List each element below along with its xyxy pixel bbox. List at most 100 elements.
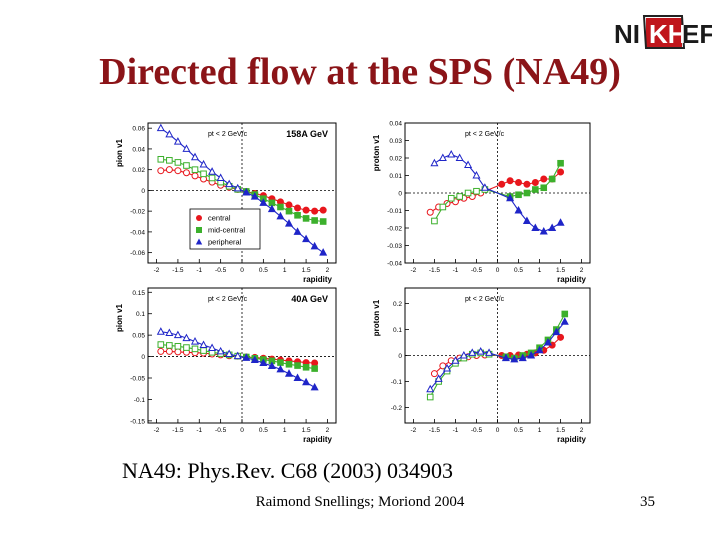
data-point <box>527 350 536 359</box>
data-point <box>510 354 519 363</box>
data-point <box>259 198 268 206</box>
legend-label: peripheral <box>208 238 242 247</box>
legend-label: mid-central <box>208 226 245 235</box>
data-point <box>157 347 165 355</box>
x-tick-label: 2 <box>580 267 584 274</box>
fit-line <box>429 321 566 390</box>
y-axis-label: pion v1 <box>115 303 124 332</box>
footer-author: Raimond Snellings; Moriond 2004 <box>255 494 465 510</box>
data-point <box>506 177 514 185</box>
y-tick-label: 0.01 <box>389 173 402 180</box>
x-tick-label: -1.5 <box>429 427 441 434</box>
data-point <box>506 193 515 202</box>
series-peripheral <box>156 123 328 256</box>
data-point <box>302 215 310 222</box>
logo-text-kh: KH <box>649 19 687 49</box>
y-tick-label: -0.02 <box>130 209 145 216</box>
data-point <box>430 158 439 167</box>
data-point <box>156 327 165 335</box>
data-point <box>208 343 217 351</box>
x-tick-label: -2 <box>411 427 417 434</box>
y-tick-label: -0.03 <box>387 243 402 250</box>
x-tick-label: -0.5 <box>215 427 227 434</box>
data-point <box>459 350 468 359</box>
data-point <box>173 137 182 145</box>
data-point <box>191 166 199 173</box>
x-axis-label: rapidity <box>557 435 586 444</box>
data-point <box>157 167 165 175</box>
y-tick-label: 0.1 <box>136 311 145 318</box>
page-number: 35 <box>640 494 655 510</box>
x-tick-label: -0.5 <box>471 427 483 434</box>
data-point <box>199 159 208 168</box>
nikhef-logo: NI KH EF <box>604 12 715 52</box>
data-point <box>535 345 544 354</box>
data-point <box>233 351 242 360</box>
data-point <box>174 342 182 350</box>
x-tick-label: -2 <box>154 267 160 274</box>
data-point <box>560 317 569 325</box>
x-tick-label: 1 <box>283 427 287 434</box>
energy-label: 158A GeV <box>286 129 328 139</box>
pt-cut-label: pt < 2 GeV/c <box>465 296 505 303</box>
data-point <box>166 157 173 164</box>
data-point <box>543 337 552 346</box>
logo-frame <box>642 15 686 49</box>
x-tick-label: -1 <box>196 427 202 434</box>
data-point <box>443 363 452 372</box>
data-point <box>294 211 301 219</box>
data-point <box>476 347 485 355</box>
data-point <box>250 355 259 363</box>
data-point <box>540 175 548 183</box>
y-tick-label: 0.02 <box>132 167 145 174</box>
data-point <box>267 361 276 369</box>
x-tick-label: 1 <box>283 267 287 274</box>
data-point <box>552 327 561 336</box>
series-peripheral <box>156 327 319 391</box>
x-tick-label: 1.5 <box>556 267 565 274</box>
data-point <box>302 206 310 214</box>
data-point <box>431 217 438 225</box>
x-tick-label: 0.5 <box>514 427 523 434</box>
x-tick-label: 0 <box>496 267 500 274</box>
pt-cut-label: pt < 2 GeV/c <box>208 296 248 303</box>
data-point <box>285 360 293 368</box>
y-tick-label: -0.01 <box>387 208 402 215</box>
logo-text-ef: EF <box>682 19 712 49</box>
x-tick-label: 0 <box>496 427 500 434</box>
x-tick-label: -0.5 <box>471 267 483 274</box>
x-tick-label: -0.5 <box>215 267 227 274</box>
reference-citation: NA49: Phys.Rev. C68 (2003) 034903 <box>122 458 454 483</box>
data-point <box>464 160 473 168</box>
y-axis-label: proton v1 <box>372 134 381 171</box>
data-point <box>319 218 327 225</box>
data-point <box>311 207 319 215</box>
data-point <box>200 170 207 178</box>
data-point <box>319 248 328 256</box>
data-point <box>174 167 182 175</box>
data-point <box>156 123 165 132</box>
x-axis-label: rapidity <box>303 435 332 444</box>
data-point <box>556 218 565 226</box>
logo-red-block <box>646 18 682 48</box>
data-point <box>311 365 318 372</box>
data-point <box>426 393 434 401</box>
data-point <box>183 162 190 169</box>
legend-marker <box>195 238 203 245</box>
x-tick-label: 2 <box>326 427 330 434</box>
data-point <box>174 159 182 166</box>
x-tick-label: -1.5 <box>429 267 441 274</box>
data-point <box>284 369 294 377</box>
y-tick-label: 0.03 <box>389 138 402 145</box>
y-tick-label: 0.05 <box>132 333 145 340</box>
x-tick-label: 0.5 <box>259 267 268 274</box>
y-tick-label: 0.02 <box>389 156 402 163</box>
x-tick-label: -1 <box>453 427 459 434</box>
data-point <box>190 152 200 161</box>
data-point <box>523 189 531 197</box>
data-point <box>165 328 174 336</box>
y-tick-label: 0 <box>141 354 145 361</box>
data-point <box>523 180 531 188</box>
data-point <box>548 223 557 231</box>
y-axis-label: pion v1 <box>115 138 124 167</box>
